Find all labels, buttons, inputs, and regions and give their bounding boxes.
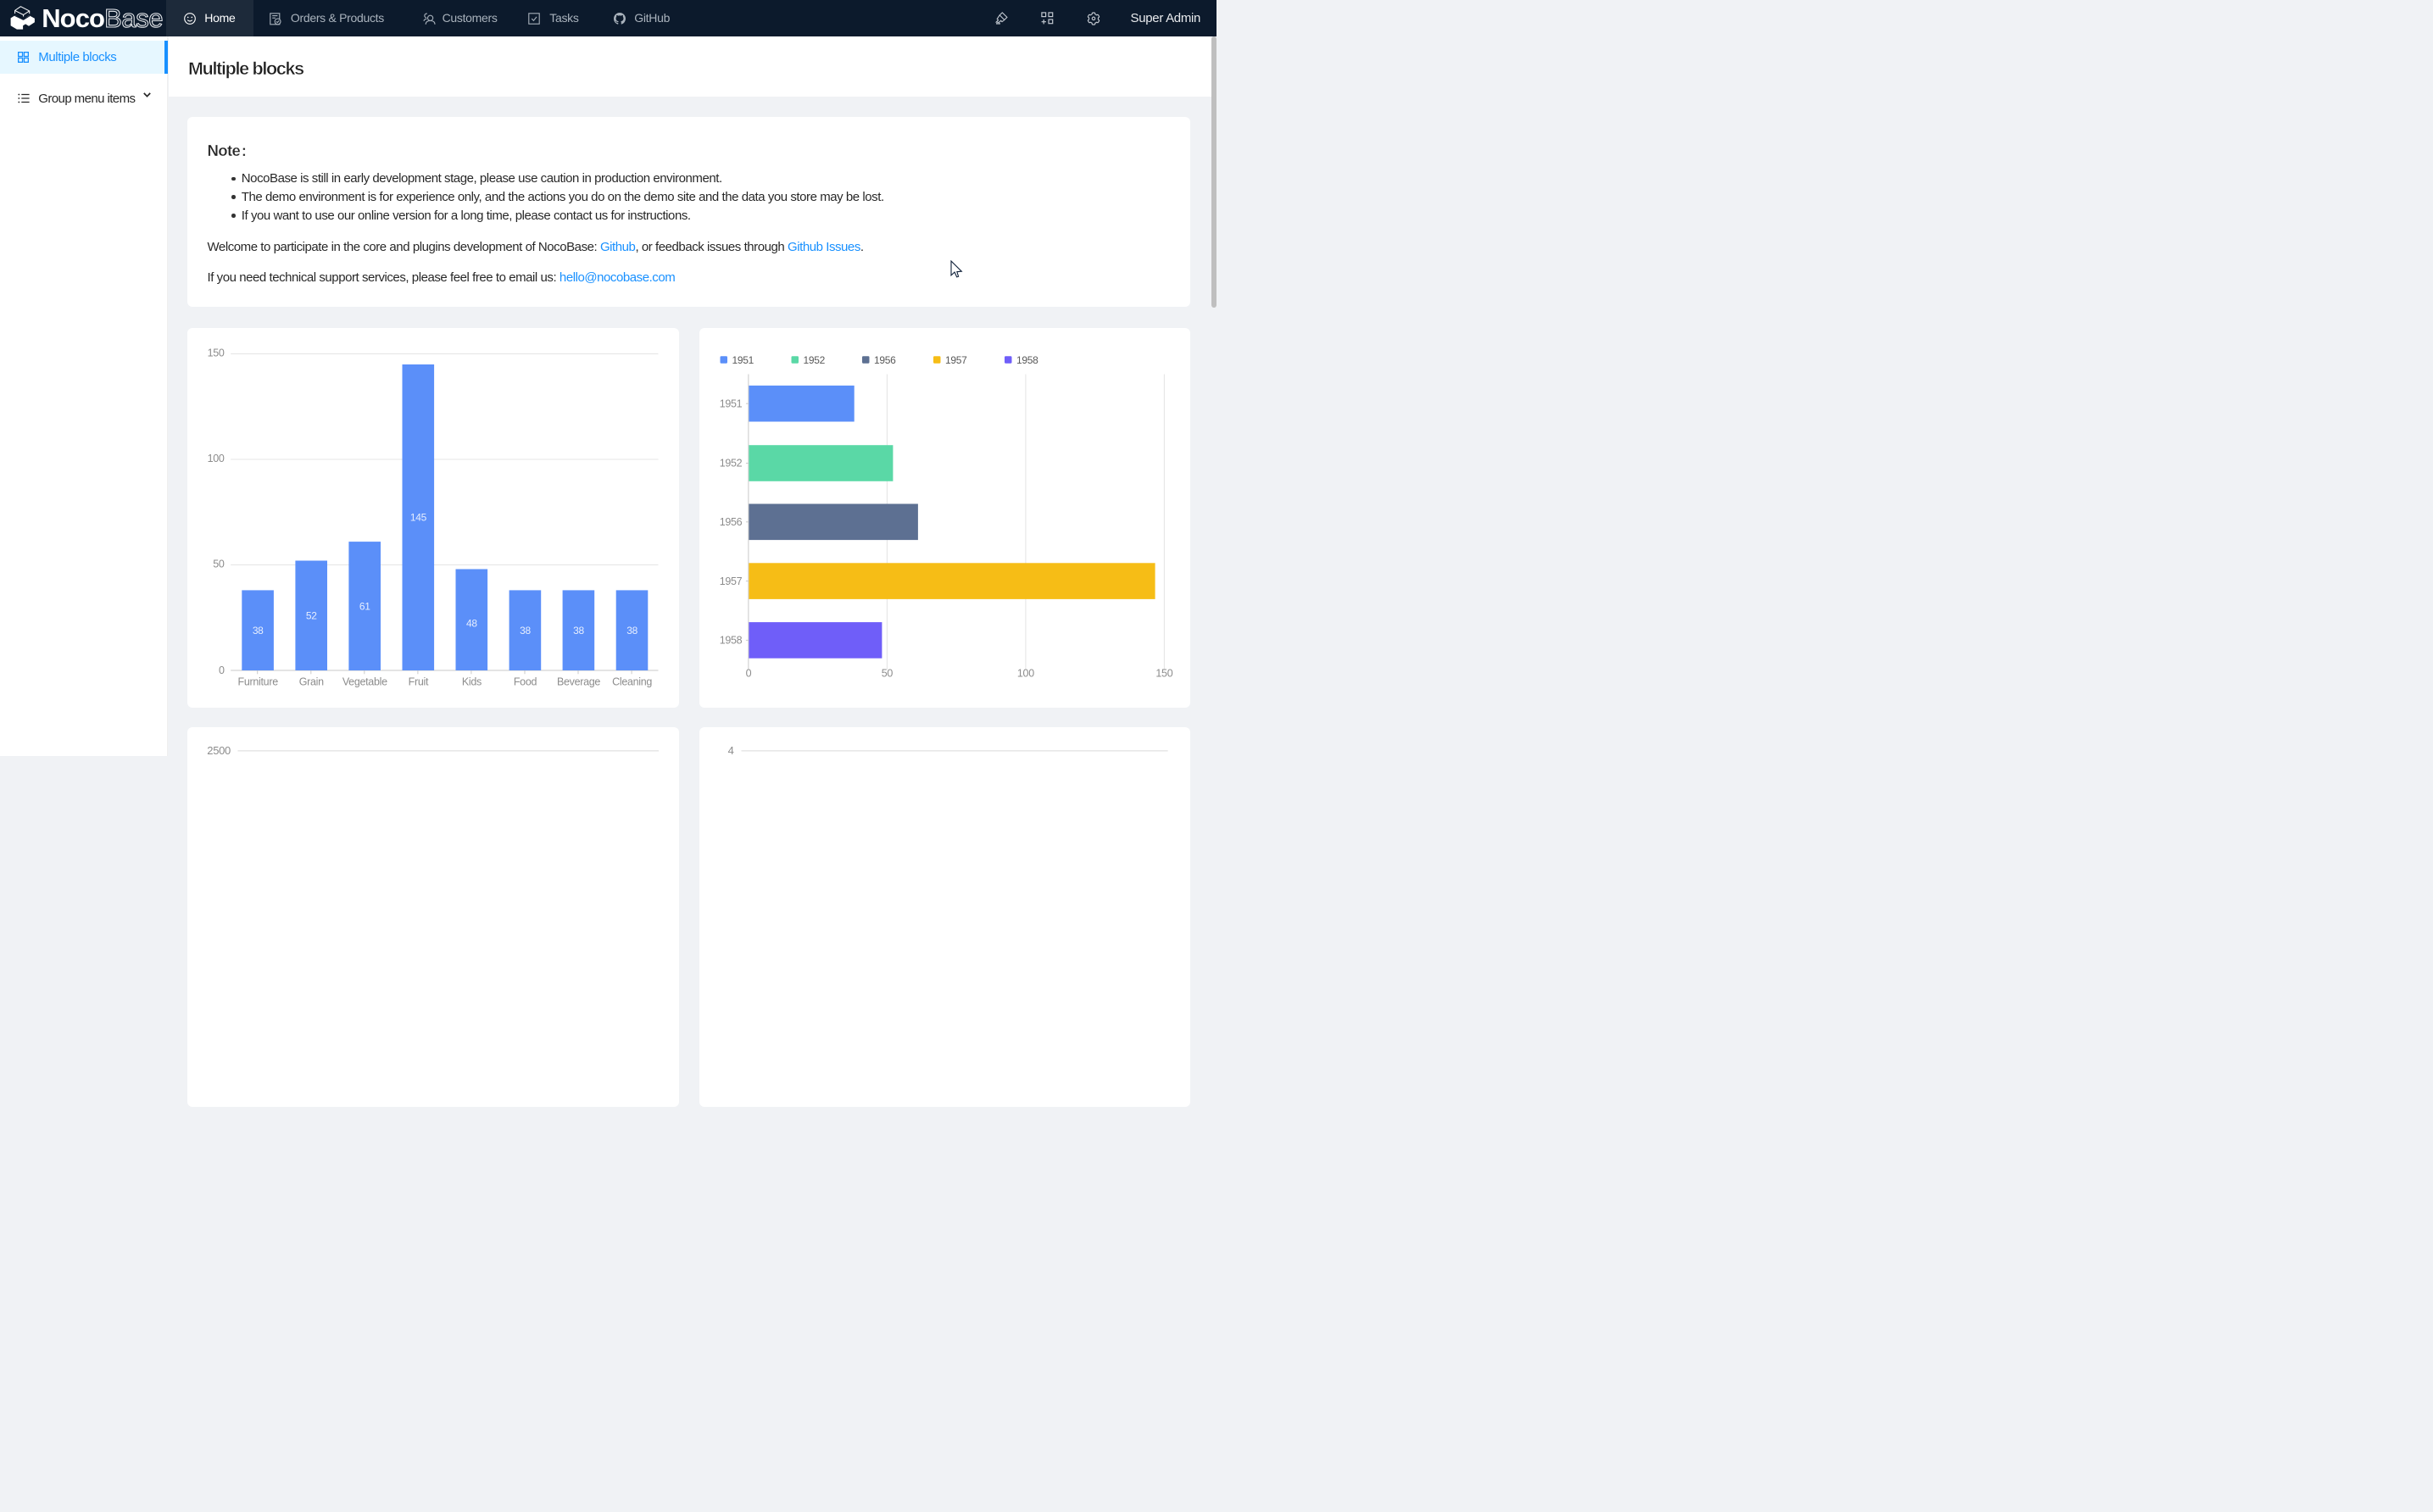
svg-text:Cleaning: Cleaning <box>612 675 652 687</box>
svg-text:Food: Food <box>513 675 537 687</box>
svg-text:48: 48 <box>466 617 477 629</box>
svg-text:1956: 1956 <box>719 516 742 528</box>
svg-text:100: 100 <box>207 452 224 464</box>
svg-text:50: 50 <box>213 558 225 570</box>
svg-text:Vegetable: Vegetable <box>342 675 387 687</box>
svg-text:0: 0 <box>745 667 751 679</box>
svg-text:1957: 1957 <box>719 575 742 586</box>
svg-text:38: 38 <box>626 625 637 636</box>
svg-text:150: 150 <box>1155 667 1172 679</box>
svg-text:Furniture: Furniture <box>237 675 278 687</box>
svg-text:1952: 1952 <box>719 457 742 469</box>
svg-text:150: 150 <box>207 347 224 359</box>
svg-text:61: 61 <box>359 600 370 612</box>
svg-text:Beverage: Beverage <box>556 675 599 687</box>
svg-text:50: 50 <box>881 667 893 679</box>
svg-text:1958: 1958 <box>719 634 742 646</box>
svg-text:38: 38 <box>573 625 584 636</box>
svg-text:1951: 1951 <box>732 353 754 365</box>
svg-text:145: 145 <box>409 511 426 523</box>
svg-text:Fruit: Fruit <box>408 675 428 687</box>
svg-text:0: 0 <box>218 664 224 675</box>
svg-text:100: 100 <box>1016 667 1033 679</box>
svg-text:1952: 1952 <box>803 353 825 365</box>
svg-text:1956: 1956 <box>874 353 896 365</box>
svg-text:1958: 1958 <box>1016 353 1038 365</box>
svg-text:Grain: Grain <box>298 675 323 687</box>
svg-text:4: 4 <box>727 744 733 757</box>
svg-text:Kids: Kids <box>461 675 481 687</box>
svg-text:1951: 1951 <box>719 397 742 409</box>
svg-text:38: 38 <box>520 625 531 636</box>
svg-text:2500: 2500 <box>207 744 231 757</box>
svg-text:1957: 1957 <box>945 353 967 365</box>
svg-text:38: 38 <box>252 625 263 636</box>
svg-text:52: 52 <box>305 609 316 621</box>
